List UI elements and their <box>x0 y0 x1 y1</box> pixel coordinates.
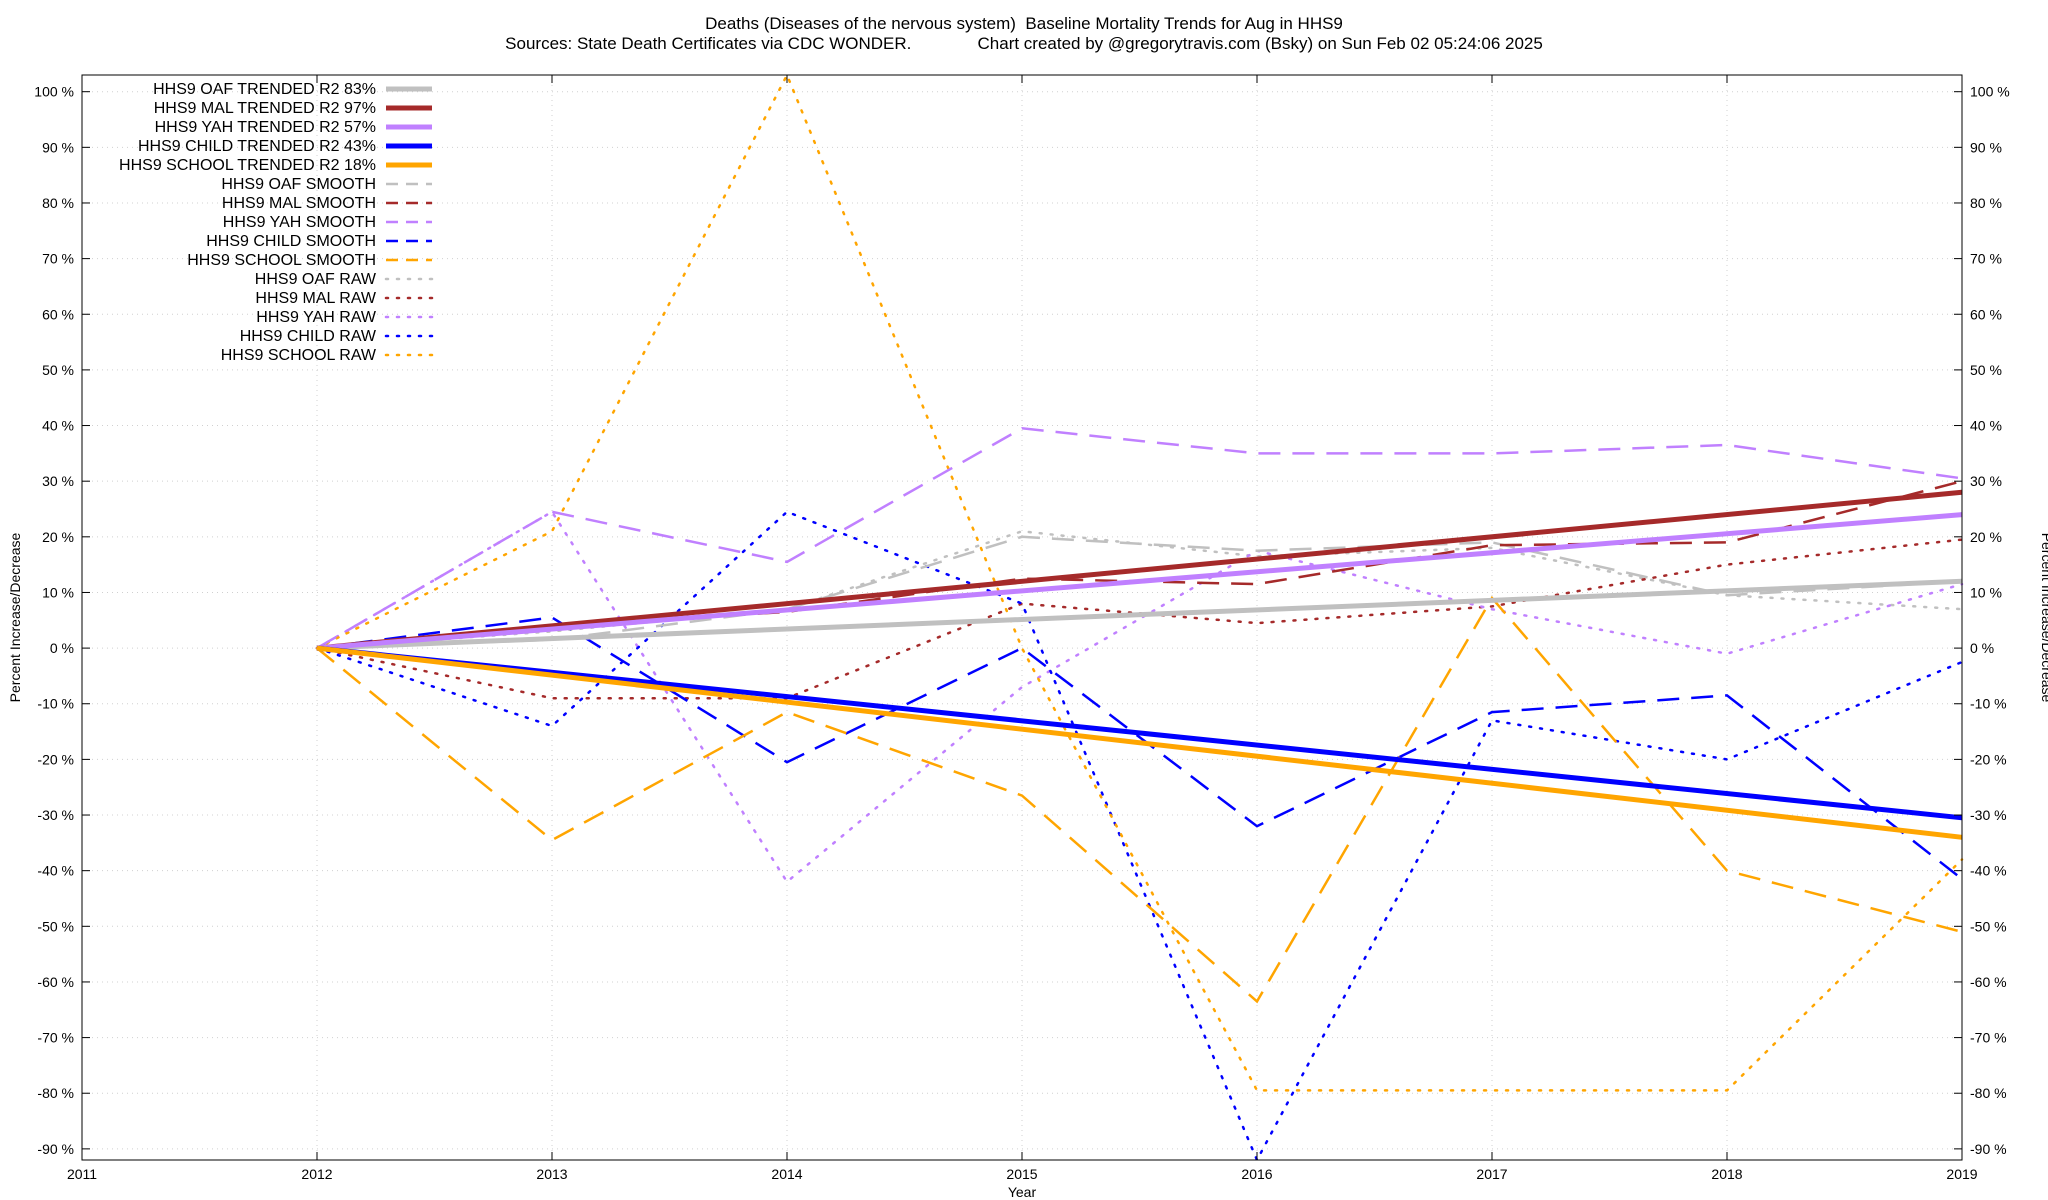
y-tick-label-right: -30 % <box>1970 807 2007 823</box>
legend-label: HHS9 OAF SMOOTH <box>221 176 376 193</box>
y-tick-label-left: -30 % <box>37 807 74 823</box>
legend-label: HHS9 MAL SMOOTH <box>222 195 376 212</box>
series-line <box>316 489 1963 651</box>
legend-label: HHS9 CHILD RAW <box>240 328 377 345</box>
legend-label: HHS9 YAH TRENDED R2 57% <box>155 119 376 136</box>
x-tick-label: 2012 <box>301 1166 332 1182</box>
legend-label: HHS9 YAH SMOOTH <box>223 214 376 231</box>
legend-label: HHS9 SCHOOL RAW <box>221 347 377 364</box>
y-tick-label-left: 0 % <box>50 640 74 656</box>
series-line <box>316 595 1963 1004</box>
y-tick-label-right: 0 % <box>1970 640 1994 656</box>
y-tick-label-right: 40 % <box>1970 418 2002 434</box>
legend-label: HHS9 MAL TRENDED R2 97% <box>154 100 376 117</box>
y-tick-label-right: 80 % <box>1970 195 2002 211</box>
y-tick-label-right: -80 % <box>1970 1085 2007 1101</box>
y-tick-label-left: 90 % <box>42 139 74 155</box>
x-tick-label: 2015 <box>1006 1166 1037 1182</box>
y-tick-label-left: 40 % <box>42 418 74 434</box>
legend: HHS9 OAF TRENDED R2 83% HHS9 MAL TRENDED … <box>119 81 434 364</box>
y-tick-label-left: -20 % <box>37 751 74 767</box>
y-tick-label-left: 30 % <box>42 473 74 489</box>
y-tick-label-left: -60 % <box>37 974 74 990</box>
y-tick-label-right: -70 % <box>1970 1030 2007 1046</box>
series-line <box>315 510 1964 1163</box>
axis-ticks: 100 % 100 % 90 % 90 % 80 % 80 % 70 % 70 % 60 % 60… <box>34 75 2010 1182</box>
y-tick-label-left: -80 % <box>37 1085 74 1101</box>
y-tick-label-right: 30 % <box>1970 473 2002 489</box>
chart-title: Deaths (Diseases of the nervous system) … <box>705 14 1343 33</box>
series-line <box>316 578 1963 651</box>
series-line <box>316 427 1963 650</box>
x-tick-label: 2018 <box>1711 1166 1742 1182</box>
legend-label: HHS9 YAH RAW <box>256 309 377 326</box>
y-tick-label-right: 70 % <box>1970 251 2002 267</box>
legend-label: HHS9 OAF RAW <box>255 271 377 288</box>
y-tick-label-left: 20 % <box>42 529 74 545</box>
series-line <box>315 510 1964 884</box>
chart-subtitle: Sources: State Death Certificates via CD… <box>505 34 1543 53</box>
x-tick-label: 2011 <box>67 1166 97 1182</box>
legend-label: HHS9 OAF TRENDED R2 83% <box>153 81 376 98</box>
y-tick-label-right: -20 % <box>1970 751 2007 767</box>
y-tick-label-left: 10 % <box>42 584 74 600</box>
series-line <box>316 512 1963 651</box>
y-axis-label-right: Percent Increase/Decrease <box>2039 533 2048 703</box>
y-tick-label-left: 60 % <box>42 306 74 322</box>
y-tick-label-left: -10 % <box>37 696 74 712</box>
y-tick-label-right: 10 % <box>1970 584 2002 600</box>
series-line <box>316 616 1963 880</box>
y-tick-label-left: -70 % <box>37 1030 74 1046</box>
y-tick-label-right: -90 % <box>1970 1141 2007 1157</box>
legend-label: HHS9 MAL RAW <box>255 290 377 307</box>
x-tick-label: 2013 <box>536 1166 567 1182</box>
x-tick-label: 2014 <box>771 1166 802 1182</box>
y-tick-label-right: 20 % <box>1970 529 2002 545</box>
x-axis-label: Year <box>1008 1184 1037 1200</box>
y-tick-label-left: -50 % <box>37 918 74 934</box>
y-tick-label-right: 50 % <box>1970 362 2002 378</box>
y-tick-label-left: 70 % <box>42 251 74 267</box>
y-tick-label-left: 80 % <box>42 195 74 211</box>
y-tick-label-right: 90 % <box>1970 139 2002 155</box>
y-axis-label-left: Percent Increase/Decrease <box>7 532 23 702</box>
y-tick-label-right: 100 % <box>1970 84 2010 100</box>
x-tick-label: 2019 <box>1946 1166 1977 1182</box>
y-tick-label-left: 100 % <box>34 84 74 100</box>
y-tick-label-right: -10 % <box>1970 696 2007 712</box>
y-tick-label-right: -40 % <box>1970 863 2007 879</box>
x-tick-label: 2017 <box>1476 1166 1507 1182</box>
series-line <box>316 645 1963 821</box>
legend-label: HHS9 SCHOOL TRENDED R2 18% <box>119 157 376 174</box>
y-tick-label-left: -40 % <box>37 863 74 879</box>
series-line <box>316 645 1963 840</box>
legend-label: HHS9 SCHOOL SMOOTH <box>187 252 376 269</box>
legend-label: HHS9 CHILD SMOOTH <box>206 233 376 250</box>
y-tick-label-right: -60 % <box>1970 974 2007 990</box>
x-tick-label: 2016 <box>1241 1166 1272 1182</box>
y-tick-label-right: -50 % <box>1970 918 2007 934</box>
y-tick-label-right: 60 % <box>1970 306 2002 322</box>
series-lines <box>315 72 1964 1163</box>
y-tick-label-left: -90 % <box>37 1141 74 1157</box>
legend-label: HHS9 CHILD TRENDED R2 43% <box>138 138 376 155</box>
y-tick-label-left: 50 % <box>42 362 74 378</box>
